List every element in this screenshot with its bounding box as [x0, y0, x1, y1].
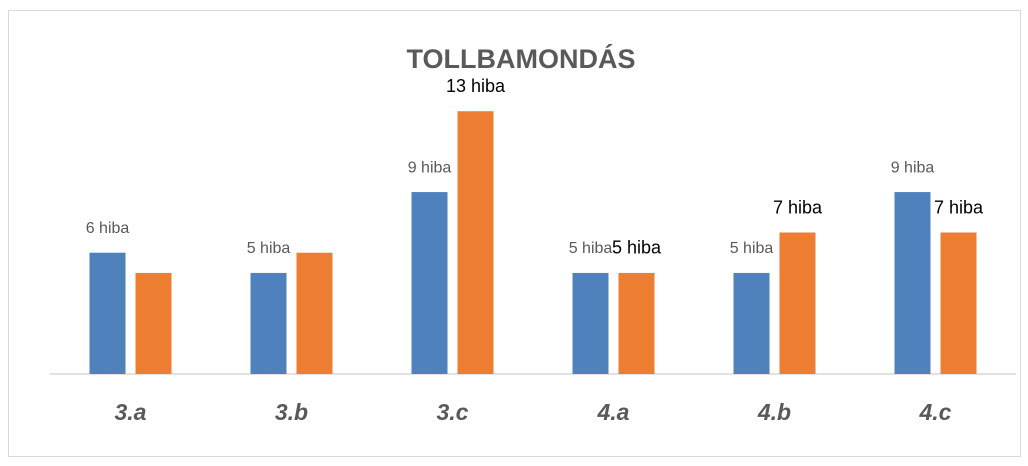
bar: [733, 272, 770, 374]
bar: [89, 252, 126, 374]
x-tick-label: 3.b: [275, 399, 308, 425]
x-tick-label: 4.b: [757, 399, 791, 425]
data-label: 5 hiba: [730, 240, 774, 257]
bar: [618, 272, 655, 374]
bar: [940, 232, 977, 374]
data-label: 5 hiba: [569, 240, 613, 257]
x-tick-label: 4.c: [919, 399, 952, 425]
chart-title: TOLLBAMONDÁS: [407, 43, 636, 74]
x-tick-label: 3.c: [437, 399, 469, 425]
bar: [572, 272, 609, 374]
bar: [135, 272, 172, 374]
bar: [779, 232, 816, 374]
bar: [296, 252, 333, 374]
data-label: 5 hiba: [247, 240, 291, 257]
data-label: 5 hiba: [612, 238, 662, 258]
data-label: 9 hiba: [408, 159, 452, 176]
data-label: 9 hiba: [891, 159, 935, 176]
data-label: 7 hiba: [773, 197, 823, 217]
x-tick-label: 3.a: [115, 399, 147, 425]
bar: [894, 192, 931, 374]
chart-border: [8, 10, 1021, 457]
data-label: 13 hiba: [446, 76, 506, 96]
bar: [411, 192, 448, 374]
bar: [250, 272, 287, 374]
data-label: 7 hiba: [934, 197, 984, 217]
x-tick-label: 4.a: [597, 399, 630, 425]
data-label: 6 hiba: [86, 220, 130, 237]
bar: [457, 111, 494, 374]
